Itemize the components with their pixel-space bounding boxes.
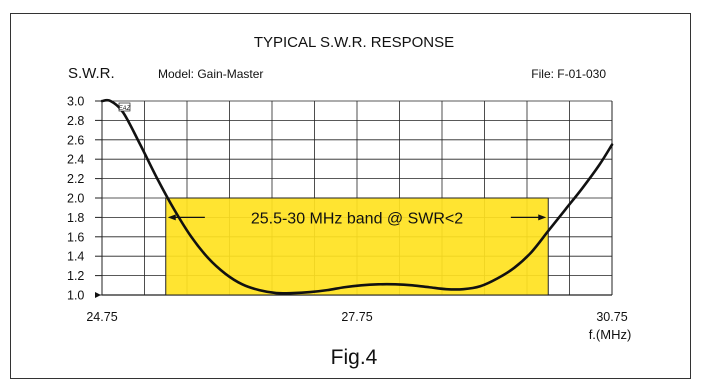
y-tick-label: 1.0 xyxy=(67,289,84,303)
logo-mark: EAZ xyxy=(118,102,131,112)
y-tick-label: 1.6 xyxy=(67,230,84,244)
y-axis-pointer xyxy=(95,292,101,298)
y-tick-labels: 1.0 1.2 1.4 1.6 1.8 2.0 2.2 2.4 2.6 2.8 3.0 xyxy=(67,95,102,303)
x-tick-label: 24.75 xyxy=(86,310,117,324)
y-tick-label: 1.2 xyxy=(67,269,84,283)
highlight-arrow-left xyxy=(167,214,176,221)
series-group xyxy=(100,98,614,295)
x-tick-label: 27.75 xyxy=(341,310,372,324)
figure-frame xyxy=(10,13,691,379)
y-axis-label: S.W.R. xyxy=(68,65,115,82)
swr-curve xyxy=(100,98,614,295)
highlight-label: 25.5-30 MHz band @ SWR<2 xyxy=(251,210,463,227)
x-tick-label: 30.75 xyxy=(596,310,627,324)
y-tick-label: 2.4 xyxy=(67,153,84,167)
y-tick-label: 1.4 xyxy=(67,250,84,264)
y-tick-label: 2.0 xyxy=(67,192,84,206)
model-label: Model: Gain-Master xyxy=(158,67,263,81)
y-tick-label: 2.2 xyxy=(67,172,84,186)
y-tick-label: 2.8 xyxy=(67,114,84,128)
file-label: File: F-01-030 xyxy=(531,67,606,81)
figure-caption: Fig.4 xyxy=(331,346,378,369)
logo-text: EAZ xyxy=(119,106,131,112)
x-axis-label: f.(MHz) xyxy=(589,327,632,342)
y-tick-label: 1.8 xyxy=(67,211,84,225)
y-tick-label: 3.0 xyxy=(67,95,84,109)
x-tick-labels: 24.75 27.75 30.75 xyxy=(86,310,627,324)
highlight-rect xyxy=(165,197,549,296)
highlight-arrow-right xyxy=(538,214,547,221)
y-tick-label: 2.6 xyxy=(67,133,84,147)
chart-title: TYPICAL S.W.R. RESPONSE xyxy=(254,34,454,51)
highlight-band: 25.5-30 MHz band @ SWR<2 xyxy=(165,197,549,296)
